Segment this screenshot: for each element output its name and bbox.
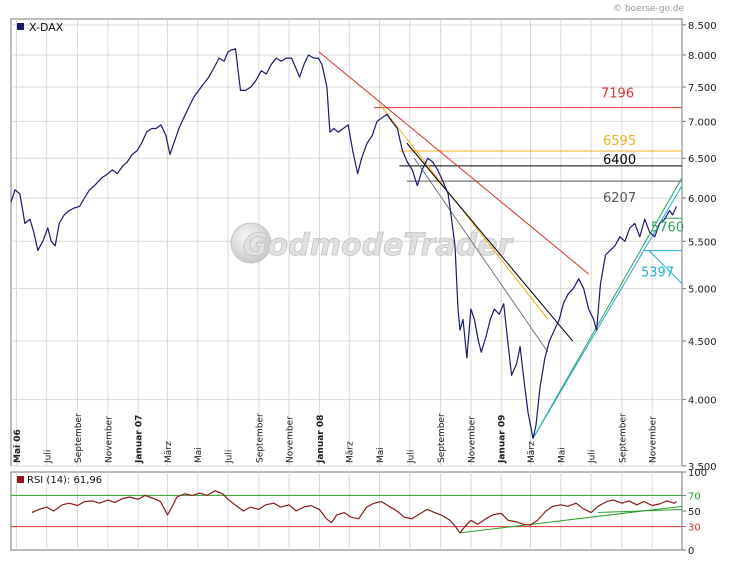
- main-y-tick-label: 4.500: [688, 337, 717, 348]
- legend-swatch-xdax: [17, 23, 24, 30]
- price-series: [10, 48, 678, 439]
- series-line-xdax: [10, 48, 678, 439]
- level-label-5397: 5397: [641, 266, 674, 281]
- main-x-tick-label: November: [467, 416, 477, 463]
- main-plot-frame: [10, 18, 683, 467]
- level-labels: 7196 6595 6400 6207 5760 5397: [601, 87, 684, 281]
- main-x-tick-label: September: [255, 413, 265, 463]
- main-x-tick-label: Juli: [588, 450, 598, 464]
- level-label-5760: 5760: [651, 220, 684, 235]
- main-x-tick-label: März: [346, 441, 356, 463]
- rsi-y-tick-label: 100: [688, 468, 707, 479]
- main-x-tick-label: Mai: [557, 447, 567, 463]
- rsi-levels: [11, 494, 683, 534]
- rsi-y-tick-label: 0: [688, 546, 694, 557]
- main-y-tick-label: 7.000: [688, 117, 717, 128]
- rsi-plot-frame: [10, 471, 683, 551]
- legend-swatch-rsi: [17, 476, 24, 483]
- main-x-tick-label: Juli: [225, 450, 235, 464]
- trend-line: [532, 177, 683, 439]
- main-x-tick-label: Januar 09: [498, 415, 508, 464]
- watermark-text: GodmodeTrader: [243, 228, 514, 263]
- main-y-tick-label: 6.000: [688, 194, 717, 205]
- main-x-tick-label: November: [649, 416, 659, 463]
- level-label-6207: 6207: [603, 191, 636, 206]
- main-y-tick-label: 6.500: [688, 154, 717, 165]
- main-x-tick-label: Mai: [194, 447, 204, 463]
- rsi-y-tick-label: 30: [688, 523, 701, 534]
- rsi-y-tick-label: 70: [688, 491, 701, 502]
- main-x-tick-label: Mai 06: [13, 429, 23, 463]
- main-y-tick-label: 8.500: [688, 21, 717, 32]
- main-x-tick-label: September: [74, 413, 84, 463]
- main-x-tick-label: September: [618, 413, 628, 463]
- main-x-tick-label: Januar 08: [316, 415, 326, 464]
- trend-line: [532, 185, 683, 439]
- level-label-6595: 6595: [603, 134, 636, 149]
- level-label-6400: 6400: [603, 153, 636, 168]
- main-x-axis: Mai 06 Juli September November Januar 07 März…: [13, 413, 659, 464]
- main-grid: [11, 19, 682, 467]
- main-y-tick-label: 7.500: [688, 83, 717, 94]
- trend-line: [648, 250, 683, 285]
- main-y-tick-label: 3.500: [688, 462, 717, 473]
- main-y-tick-label: 4.000: [688, 396, 717, 407]
- main-x-tick-label: Mai: [376, 447, 386, 463]
- main-x-tick-label: Juli: [43, 450, 53, 464]
- rsi-y-axis: 100 70 50 30 0: [682, 468, 707, 557]
- main-x-tick-label: März: [527, 441, 537, 463]
- trend-line: [318, 51, 589, 275]
- rsi-trend-line: [598, 508, 683, 514]
- main-x-tick-label: Juli: [406, 450, 416, 464]
- main-x-tick-label: Januar 07: [135, 415, 145, 464]
- series-line-rsi: [31, 490, 677, 534]
- rsi-y-tick-label: 50: [688, 507, 701, 518]
- rsi-series: [31, 490, 677, 534]
- source-credit: © boerse-go.de: [613, 4, 684, 14]
- trend-line: [406, 142, 574, 342]
- legend-label-xdax: X-DAX: [29, 21, 64, 34]
- main-x-tick-label: November: [286, 416, 296, 463]
- trend-line: [413, 157, 549, 353]
- support-resistance-lines: [318, 51, 683, 439]
- main-y-tick-label: 8.000: [688, 51, 717, 62]
- main-x-tick-label: September: [437, 413, 447, 463]
- watermark-logo: GodmodeTrader: [230, 222, 515, 264]
- main-x-tick-label: November: [104, 416, 114, 463]
- main-y-tick-label: 5.000: [688, 285, 717, 296]
- main-y-tick-label: 5.500: [688, 237, 717, 248]
- legend-label-rsi: RSI (14): 61,96: [27, 475, 102, 486]
- main-y-axis: 8.500 8.000 7.500 7.000 6.500 6.000 5.500 5.000…: [682, 21, 717, 473]
- level-label-7196: 7196: [601, 87, 634, 102]
- main-x-tick-label: März: [164, 441, 174, 463]
